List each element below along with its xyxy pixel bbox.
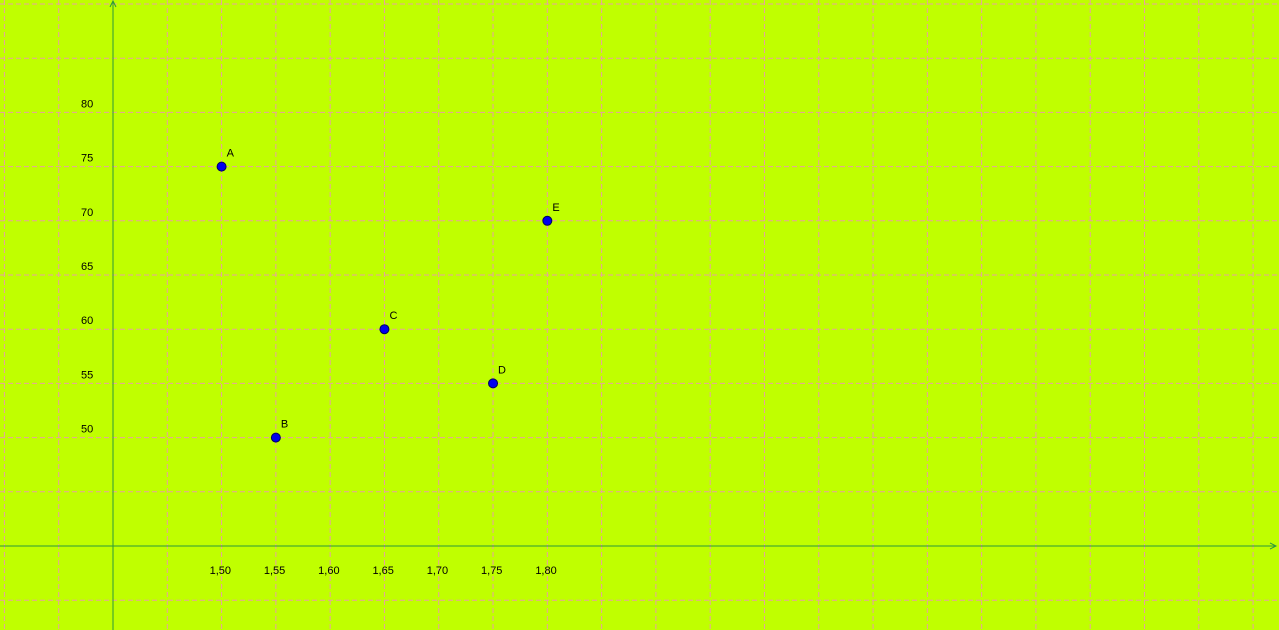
point-label-c: C bbox=[389, 310, 397, 322]
y-tick-label-0: 50 bbox=[81, 424, 93, 436]
y-tick-label-1: 55 bbox=[81, 369, 93, 381]
point-b[interactable] bbox=[270, 432, 281, 443]
point-a[interactable] bbox=[216, 161, 227, 172]
point-e[interactable] bbox=[542, 215, 553, 226]
point-label-a: A bbox=[227, 148, 235, 160]
y-tick-label-4: 70 bbox=[81, 207, 93, 219]
y-tick-label-6: 80 bbox=[81, 98, 93, 110]
x-tick-label-6: 1,80 bbox=[535, 565, 556, 577]
y-tick-label-5: 75 bbox=[81, 153, 93, 165]
y-tick-labels: 50 55 60 65 70 75 80 bbox=[81, 98, 93, 435]
y-tick-label-2: 60 bbox=[81, 315, 93, 327]
y-axis-arrow bbox=[109, 0, 117, 8]
data-points: A B C D E bbox=[216, 148, 560, 443]
x-tick-label-5: 1,75 bbox=[481, 565, 502, 577]
x-axis-arrow bbox=[1269, 542, 1278, 550]
point-c[interactable] bbox=[379, 324, 390, 335]
x-tick-label-4: 1,70 bbox=[427, 565, 448, 577]
point-label-e: E bbox=[552, 202, 559, 214]
x-tick-label-0: 1,50 bbox=[210, 565, 231, 577]
x-tick-label-3: 1,65 bbox=[372, 565, 393, 577]
x-tick-label-2: 1,60 bbox=[318, 565, 339, 577]
point-d[interactable] bbox=[488, 378, 499, 389]
x-tick-label-1: 1,55 bbox=[264, 565, 285, 577]
y-tick-label-3: 65 bbox=[81, 261, 93, 273]
point-label-d: D bbox=[498, 364, 506, 376]
x-tick-labels: 1,50 1,55 1,60 1,65 1,70 1,75 1,80 bbox=[210, 565, 557, 577]
point-label-b: B bbox=[281, 419, 288, 431]
